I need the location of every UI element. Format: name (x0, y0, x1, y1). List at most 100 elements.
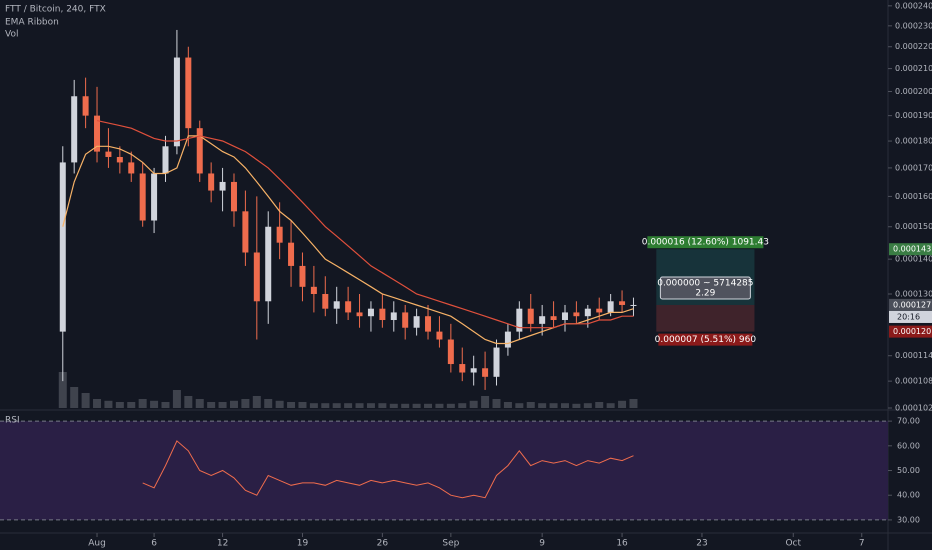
y-tick-label: 0.000170 (895, 163, 932, 172)
volume-bar (538, 403, 547, 408)
y-tick-label: 0.000140 (895, 255, 932, 264)
candle-body (116, 156, 123, 163)
volume-bar (446, 403, 455, 408)
candle-body (470, 368, 477, 373)
y-tick-label: 0.000160 (895, 192, 932, 201)
volume-bar (424, 403, 433, 408)
candle-body (185, 57, 192, 129)
volume-bar (560, 403, 569, 408)
candle-body (139, 173, 146, 221)
candle-body (561, 312, 568, 321)
x-tick-label: 7 (859, 539, 865, 549)
y-tick-label: 0.000150 (895, 222, 932, 231)
candle-body (333, 301, 340, 309)
rsi-title: RSI (5, 416, 20, 426)
candle-body (253, 252, 260, 302)
volume-bar (93, 399, 102, 408)
candle-body (584, 308, 591, 317)
x-tick-label: 26 (377, 539, 389, 549)
volume-bar (344, 403, 353, 408)
volume-bar (207, 402, 216, 408)
volume-bar (104, 400, 113, 408)
volume-bar (264, 399, 273, 408)
candle-body (390, 312, 397, 321)
x-tick-label: 23 (696, 539, 707, 549)
candle-body (482, 368, 489, 377)
volume-bar (241, 399, 250, 408)
candle-body (425, 316, 432, 332)
chart-title: FTT / Bitcoin, 240, FTX (5, 5, 106, 15)
x-tick-label: Oct (785, 539, 801, 549)
candle-body (208, 173, 215, 191)
candle-body (276, 226, 283, 243)
volume-bar (332, 403, 341, 408)
x-tick-label: 6 (151, 539, 157, 549)
measure-label-bg (659, 276, 751, 300)
volume-bar (321, 403, 330, 408)
y-tick-label: 30.00 (897, 515, 920, 524)
price-tag (889, 298, 932, 311)
volume-bar (549, 403, 558, 408)
volume-bar (309, 403, 318, 408)
volume-bar (138, 399, 147, 408)
candle-body (413, 316, 420, 328)
candle-body (94, 115, 101, 152)
volume-bar (229, 400, 238, 408)
candle-body (607, 301, 614, 313)
candle-body (493, 347, 500, 377)
y-tick-label: 0.000210 (895, 64, 932, 73)
price-tag (889, 243, 932, 256)
volume-bar (287, 402, 296, 408)
measure-label-bg (658, 333, 753, 346)
volume-bar (81, 393, 90, 408)
y-tick-label: 0.000102 (895, 404, 932, 413)
candle-body (447, 339, 454, 365)
price-tag-label: 0.000143 (893, 245, 931, 254)
ema-line (62, 135, 634, 345)
candle-body (59, 162, 66, 332)
candle-body (151, 173, 158, 221)
candle-body (356, 312, 363, 317)
candle-body (299, 265, 306, 287)
y-tick-label: 0.000130 (895, 289, 932, 298)
candle-body (630, 304, 637, 306)
y-tick-label: 0.000190 (895, 111, 932, 120)
volume-bar (469, 400, 478, 408)
volume-bar (150, 400, 159, 408)
candle-body (504, 331, 511, 348)
y-tick-label: 0.000114 (895, 351, 932, 360)
x-tick-label: Aug (88, 539, 106, 549)
candle-body (265, 226, 272, 302)
volume-bar (618, 400, 627, 408)
candle-body (196, 128, 203, 174)
y-tick-label: 0.000240 (895, 1, 932, 10)
volume-bar (412, 403, 421, 408)
volume-bar (298, 402, 307, 408)
measure-label-bg (647, 236, 764, 249)
rsi-band (0, 421, 888, 520)
candle-body (230, 181, 237, 212)
indicator-label: Vol (5, 30, 18, 40)
volume-bar (127, 402, 136, 408)
volume-bar (435, 403, 444, 408)
candle-body (219, 181, 226, 191)
rsi-line (142, 440, 634, 499)
candle-body (459, 364, 466, 373)
volume-bar (458, 403, 467, 408)
candle-body (436, 331, 443, 340)
volume-bar (583, 403, 592, 408)
candle-body (71, 96, 78, 163)
candle-body (322, 293, 329, 309)
y-tick-label: 0.000200 (895, 87, 932, 96)
candle-body (173, 57, 180, 147)
measure-loss (656, 304, 755, 332)
candle-body (379, 308, 386, 321)
volume-bar (366, 403, 375, 408)
y-tick-label: 40.00 (897, 491, 920, 500)
volume-bar (481, 396, 490, 408)
volume-bar (58, 372, 67, 408)
x-tick-label: 19 (297, 539, 309, 549)
volume-bar (252, 396, 261, 408)
x-tick-label: 16 (616, 539, 628, 549)
layer (0, 372, 888, 521)
